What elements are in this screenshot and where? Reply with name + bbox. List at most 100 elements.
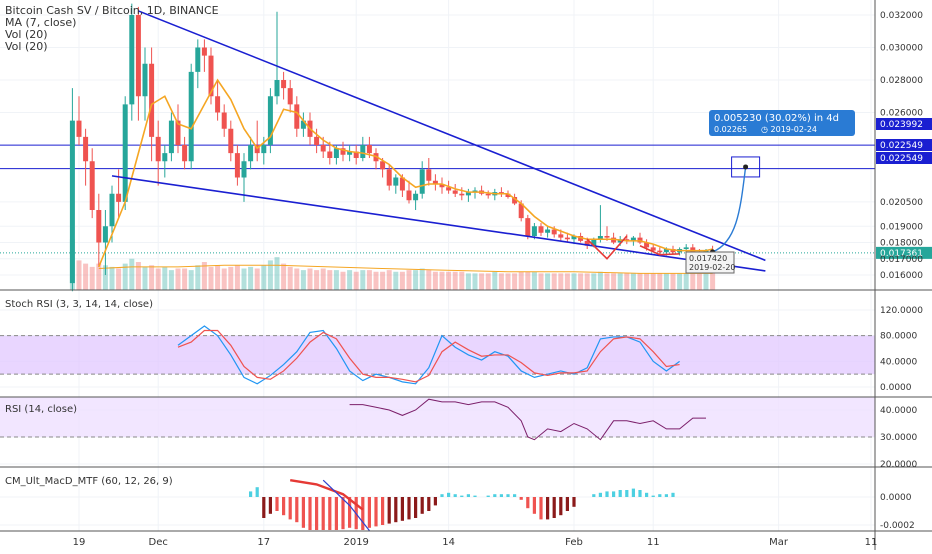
candle-body (347, 151, 353, 155)
macd-bar (414, 497, 418, 518)
macd-bar (493, 494, 497, 497)
time-axis-label: 14 (442, 537, 455, 548)
volume-bar (175, 268, 181, 290)
rsi-line (349, 398, 706, 441)
candle-body (208, 55, 214, 97)
volume-bar (340, 271, 346, 290)
volume-bar (604, 273, 610, 290)
macd-bar (519, 497, 523, 500)
candle-body (498, 192, 504, 194)
candle-body (69, 120, 75, 284)
volume-bar (241, 268, 247, 290)
volume-bar (439, 271, 445, 290)
macd-bar (308, 497, 312, 530)
volume-bar (512, 273, 518, 290)
volume-bar (234, 265, 240, 290)
macd-bar (592, 494, 596, 497)
rsi-tick-label: 40.0000 (880, 406, 917, 416)
trendline-0 (111, 175, 766, 272)
volume-bar (545, 273, 551, 290)
volume-bar (228, 266, 234, 290)
macd-bar (453, 494, 457, 497)
macd-bar (473, 495, 477, 497)
rsi-title: RSI (14, close) (5, 404, 77, 415)
candle-body (195, 47, 201, 72)
candle-body (188, 71, 194, 162)
candle-body (182, 145, 188, 162)
volume-bar (314, 270, 320, 290)
volume-bar (472, 273, 478, 290)
candle-body (525, 218, 531, 236)
macd-bar (282, 497, 286, 516)
volume-bar (663, 273, 669, 290)
volume-bar (142, 266, 148, 290)
volume-bar (650, 273, 656, 290)
price-level-label-bg (876, 118, 932, 130)
volume-bar (109, 266, 115, 290)
macd-bar (460, 495, 464, 497)
indicator-vol2-label[interactable]: Vol (20) (5, 40, 48, 53)
candle-body (83, 136, 89, 162)
candle-body (465, 192, 471, 196)
candle-body (564, 237, 570, 240)
volume-bar (683, 273, 689, 290)
indicator-ma-label[interactable]: MA (7, close) (5, 16, 77, 29)
candle-body (393, 177, 399, 186)
macd-bar (328, 497, 332, 530)
volume-bar (518, 271, 524, 290)
candle-body (518, 203, 524, 219)
volume-bar (538, 273, 544, 290)
volume-bar (373, 271, 379, 290)
macd-bar (407, 497, 411, 520)
macd-bar (506, 494, 510, 497)
price-tick-label: 0.016000 (880, 271, 923, 281)
volume-bar (426, 270, 432, 290)
volume-bar (393, 271, 399, 290)
candle-body (109, 193, 115, 227)
candle-body (135, 15, 141, 97)
volume-bar (571, 273, 577, 290)
volume-bar (347, 270, 353, 290)
candle-body (432, 180, 438, 184)
price-tick-label: 0.030000 (880, 44, 923, 54)
candle-body (531, 226, 537, 236)
indicator-vol-label[interactable]: Vol (20) (5, 28, 48, 41)
volume-bar (333, 270, 339, 290)
macd-bar (559, 497, 563, 516)
candle-body (142, 63, 148, 97)
candle-body (485, 193, 491, 196)
volume-bar (611, 273, 617, 290)
macd-bar (658, 494, 662, 497)
candle-body (155, 136, 161, 162)
candle-body (234, 153, 240, 178)
trendline-1 (138, 10, 766, 262)
stoch-tick-label: 0.0000 (880, 383, 912, 393)
volume-bar (452, 271, 458, 290)
candle-body (89, 161, 95, 210)
volume-bar (162, 266, 168, 290)
stoch-tick-label: 120.0000 (880, 306, 923, 316)
candle-body (129, 15, 135, 105)
projection-start-price-label: 0.017420 (689, 254, 727, 263)
macd-bar (394, 497, 398, 523)
rsi-tick-label: 20.0000 (880, 460, 917, 470)
volume-bar (261, 265, 267, 290)
volume-bar (591, 273, 597, 290)
red-pattern-mark-0 (586, 235, 628, 260)
macd-bar (532, 497, 536, 514)
volume-bar (307, 268, 313, 290)
macd-bar (433, 497, 437, 506)
volume-bar (182, 268, 188, 290)
macd-bar (618, 490, 622, 497)
volume-bar (155, 268, 161, 290)
price-tick-label: 0.018000 (880, 239, 923, 249)
candle-body (571, 236, 577, 240)
macd-bar (249, 491, 253, 497)
candle-body (545, 229, 551, 233)
volume-bar (578, 273, 584, 290)
candle-body (611, 237, 617, 243)
candle-body (591, 239, 597, 246)
macd-bar (605, 491, 609, 497)
candle-body (670, 249, 676, 253)
